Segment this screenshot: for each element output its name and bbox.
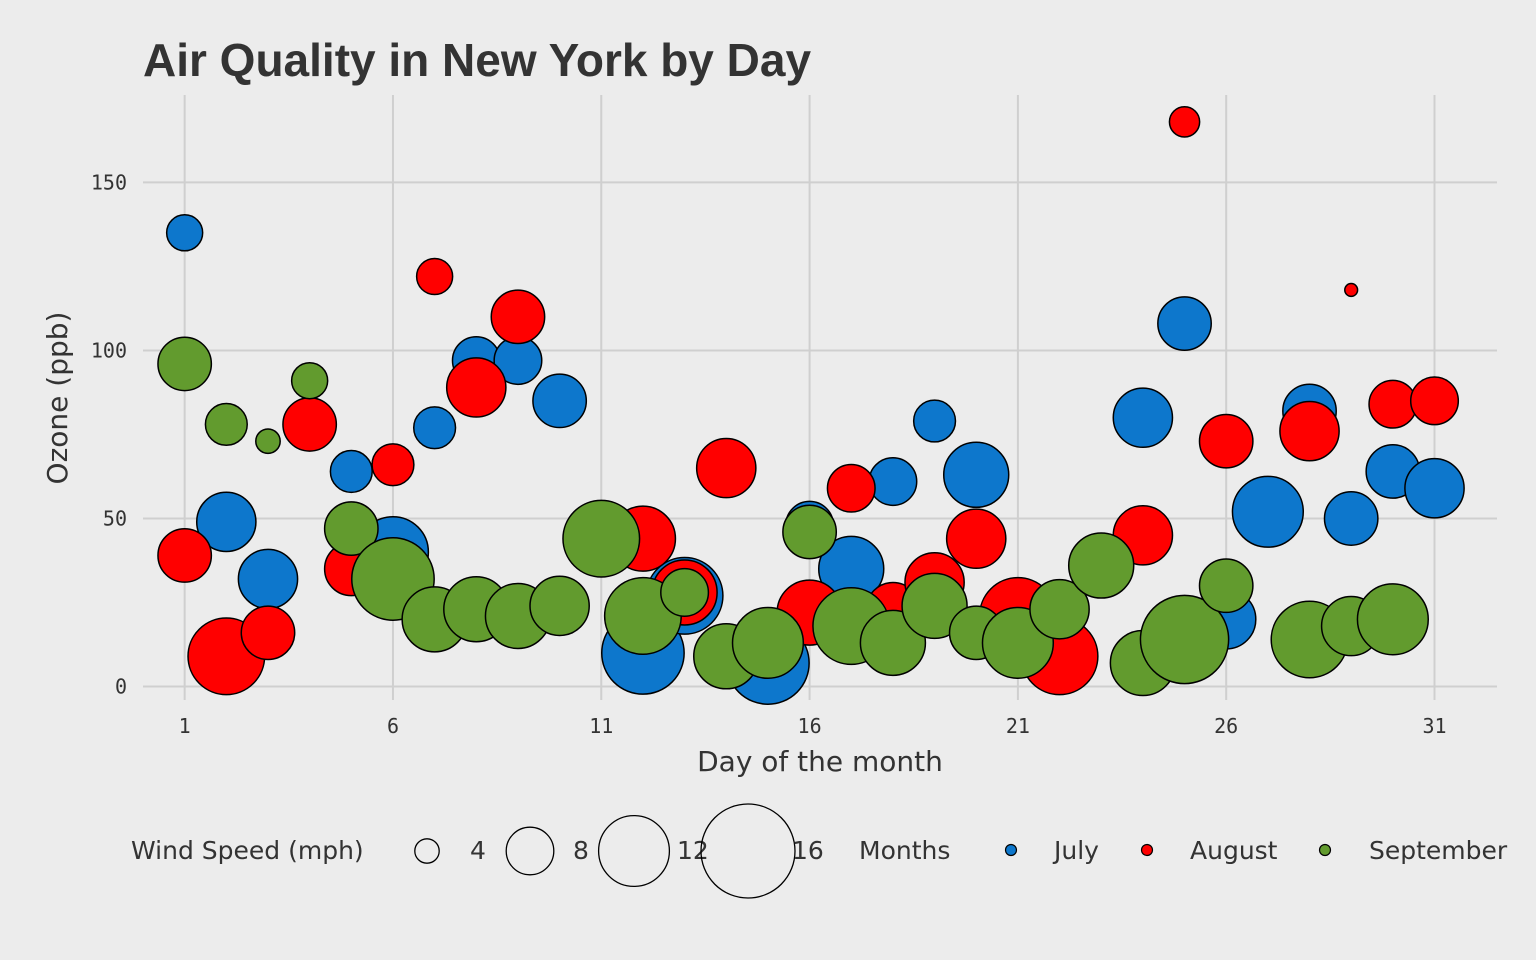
data-point <box>1323 491 1379 546</box>
color-legend-title: Months <box>859 836 950 865</box>
x-tick-label: 6 <box>387 714 399 738</box>
data-point <box>323 501 379 557</box>
data-point <box>415 257 454 296</box>
data-point <box>660 567 710 617</box>
data-point <box>1409 376 1460 426</box>
data-point <box>1067 532 1135 599</box>
data-points <box>157 106 1465 705</box>
data-point <box>1112 387 1174 449</box>
color-legend-key <box>1318 843 1332 857</box>
data-point <box>1344 282 1359 298</box>
y-tick-label: 0 <box>115 675 127 699</box>
data-point <box>1198 413 1254 469</box>
size-legend-label: 12 <box>677 836 709 865</box>
data-point <box>1157 296 1212 352</box>
color-legend-key <box>1140 843 1154 857</box>
y-tick-label: 150 <box>91 170 127 194</box>
data-point <box>1029 578 1090 640</box>
size-legend: 4 8 12 16 <box>414 803 824 899</box>
size-legend-title: Wind Speed (mph) <box>131 836 364 865</box>
color-legend-key <box>1004 843 1018 857</box>
size-legend-label: 8 <box>573 836 589 865</box>
data-point <box>290 361 329 400</box>
data-point <box>329 449 373 494</box>
legend: Wind Speed (mph) 4 8 12 16 Months July Augus… <box>131 803 1508 899</box>
data-point <box>912 399 957 443</box>
data-point <box>1356 583 1429 656</box>
data-point <box>1168 106 1201 138</box>
series-august <box>157 106 1460 696</box>
chart-title: Air Quality in New York by Day <box>143 34 811 86</box>
data-point <box>529 575 590 637</box>
data-point <box>255 428 281 455</box>
data-point <box>412 406 457 450</box>
data-point <box>157 528 213 583</box>
series-september <box>157 336 1429 697</box>
color-legend-label: August <box>1190 836 1278 865</box>
data-point <box>237 548 299 610</box>
data-point <box>731 606 805 680</box>
data-point <box>240 605 296 661</box>
x-tick-label: 21 <box>1006 714 1030 738</box>
y-tick-label: 100 <box>91 338 127 362</box>
data-point <box>1139 594 1230 685</box>
data-point <box>1404 457 1465 519</box>
data-point <box>282 396 338 452</box>
x-tick-label: 1 <box>179 714 191 738</box>
data-point <box>490 289 546 345</box>
data-point <box>901 572 968 640</box>
size-legend-label: 4 <box>470 836 486 865</box>
data-point <box>1368 379 1418 429</box>
x-tick-label: 16 <box>798 714 822 738</box>
data-point <box>445 357 507 418</box>
data-point <box>165 214 204 252</box>
y-axis-title: Ozone (ppb) <box>41 312 74 485</box>
data-point <box>945 508 1007 570</box>
size-legend-key <box>700 803 796 899</box>
data-point <box>532 373 588 429</box>
color-legend-label: September <box>1369 836 1508 865</box>
y-tick-label: 50 <box>103 507 127 531</box>
size-legend-key <box>414 838 440 864</box>
data-point <box>695 437 757 499</box>
x-tick-label: 11 <box>589 714 613 738</box>
data-point <box>1231 475 1305 548</box>
x-axis-title: Day of the month <box>697 745 943 778</box>
data-point <box>1198 558 1254 614</box>
x-tick-label: 31 <box>1422 714 1446 738</box>
data-point <box>1279 400 1340 462</box>
color-legend: July August September <box>1004 836 1508 865</box>
size-legend-key <box>597 814 671 888</box>
color-legend-label: July <box>1052 836 1099 865</box>
data-point <box>204 402 248 447</box>
size-legend-label: 16 <box>792 836 824 865</box>
data-point <box>371 443 415 487</box>
data-point <box>157 336 213 392</box>
data-point <box>868 456 918 507</box>
data-point <box>942 441 1010 509</box>
data-point <box>782 504 838 560</box>
data-point <box>195 491 257 553</box>
size-legend-key <box>505 826 555 876</box>
x-tick-label: 26 <box>1214 714 1238 738</box>
data-point <box>826 463 876 513</box>
data-point <box>562 499 641 578</box>
